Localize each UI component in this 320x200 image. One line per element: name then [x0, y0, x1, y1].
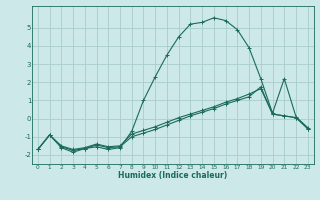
X-axis label: Humidex (Indice chaleur): Humidex (Indice chaleur) [118, 171, 228, 180]
